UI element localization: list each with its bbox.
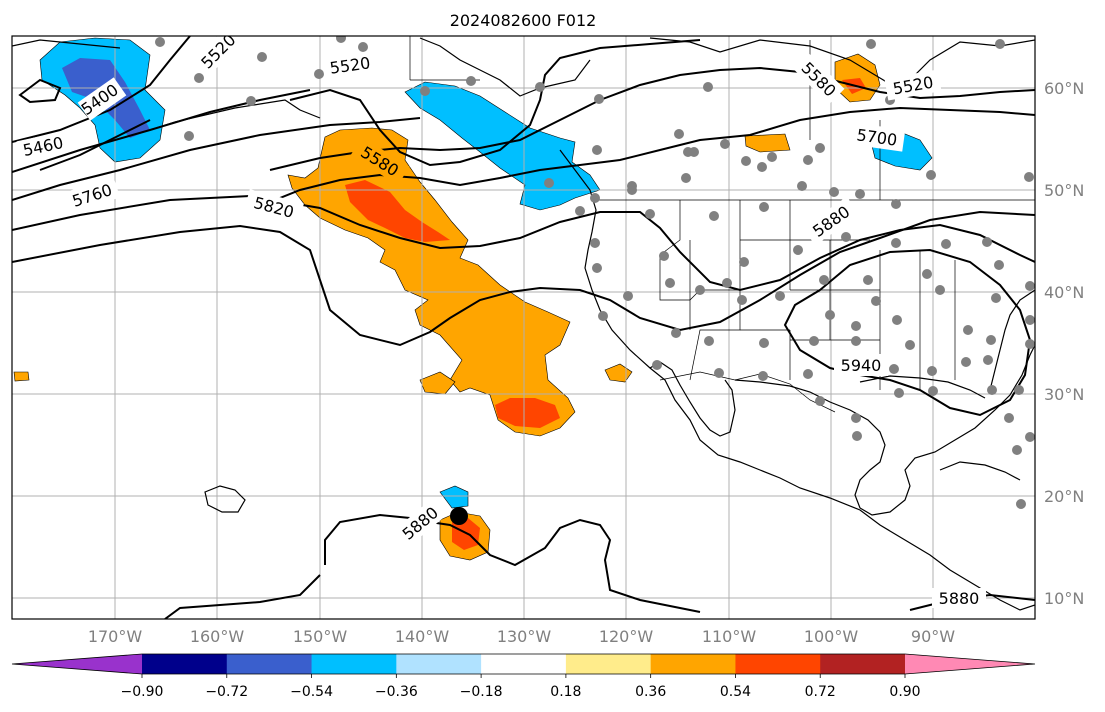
lat-tick-label: 40°N: [1044, 283, 1084, 302]
colorbar-tick-label: 0.18: [550, 684, 581, 700]
colorbar-tick-label: 0.36: [635, 684, 666, 700]
lon-tick-label: 130°W: [497, 627, 552, 646]
colorbar-tick-label: −0.90: [121, 684, 164, 700]
height-contours: [12, 36, 1035, 619]
colorbar-tick-label: 0.54: [720, 684, 751, 700]
colorbar-extend-high: [905, 654, 1035, 674]
colorbar-segment: [311, 654, 397, 674]
positive-anomaly-small-2: [604, 363, 633, 383]
positive-anomaly-small: [419, 371, 456, 395]
lat-tick-label: 20°N: [1044, 487, 1084, 506]
lat-tick-label: 60°N: [1044, 79, 1084, 98]
colorbar-segment: [481, 654, 567, 674]
colorbar: −0.90 −0.72 −0.54 −0.36 −0.18 0.18 0.36 0.54 0.7…: [11, 653, 1036, 700]
colorbar-tick-label: −0.54: [290, 684, 333, 700]
lon-tick-label: 120°W: [599, 627, 654, 646]
colorbar-tick-label: −0.72: [205, 684, 248, 700]
lat-tick-label: 30°N: [1044, 385, 1084, 404]
negative-anomaly-pnw: [404, 81, 601, 211]
longitude-axis: 170°W 160°W 150°W 140°W 130°W 120°W 110°…: [88, 627, 955, 646]
colorbar-tick-label: −0.36: [375, 684, 418, 700]
map-frame: [11, 35, 1036, 620]
colorbar-segment: [650, 654, 736, 674]
map-title: 2024082600 F012: [450, 11, 597, 30]
lat-tick-label: 10°N: [1044, 589, 1084, 608]
contour-label: 5940: [841, 356, 882, 375]
colorbar-segment: [396, 654, 482, 674]
lon-tick-label: 140°W: [395, 627, 450, 646]
storm-negative-anomaly: [439, 485, 469, 509]
colorbar-segment: [735, 654, 821, 674]
colorbar-tick-label: −0.18: [460, 684, 503, 700]
storm-center-marker: [450, 507, 468, 525]
colorbar-tick-label: 0.90: [889, 684, 920, 700]
positive-anomaly-plains: [744, 133, 791, 153]
colorbar-segment: [226, 654, 313, 674]
positive-anomaly-core-south: [495, 398, 560, 428]
colorbar-segment: [820, 654, 906, 674]
positive-anomaly-small-3: [13, 371, 30, 382]
anomaly-shading: [13, 37, 933, 561]
political-borders: [409, 36, 1035, 413]
lon-tick-label: 100°W: [804, 627, 859, 646]
colorbar-segment: [142, 654, 228, 674]
lat-tick-label: 50°N: [1044, 181, 1084, 200]
lon-tick-label: 90°W: [911, 627, 955, 646]
lon-tick-label: 110°W: [702, 627, 757, 646]
lon-tick-label: 150°W: [293, 627, 348, 646]
station-markers: [155, 36, 1035, 509]
colorbar-extend-low: [12, 654, 142, 674]
colorbar-segment: [565, 654, 652, 674]
lon-tick-label: 170°W: [88, 627, 143, 646]
positive-anomaly-core: [345, 180, 450, 242]
map-panel: 5400 5460 5520 5520 5580 5580 5520 5700 …: [12, 36, 1035, 619]
latitude-axis: 60°N 50°N 40°N 30°N 20°N 10°N: [1044, 79, 1084, 608]
contour-label: 5880: [939, 589, 980, 608]
colorbar-tick-label: 0.72: [805, 684, 836, 700]
lon-tick-label: 160°W: [190, 627, 245, 646]
